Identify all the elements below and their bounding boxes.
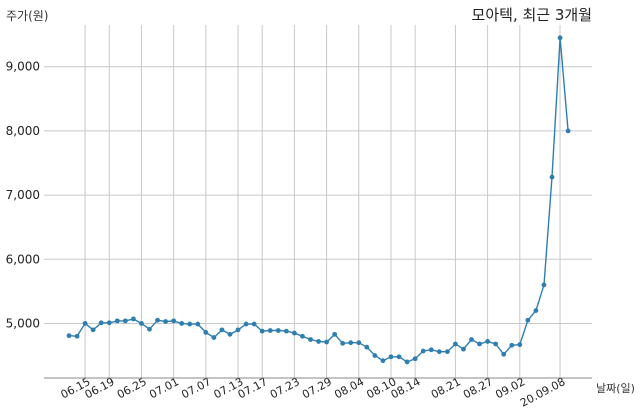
data-point: [300, 333, 305, 339]
x-tick-labels: 06.1506.1906.2507.0107.0707.1307.1707.23…: [59, 375, 568, 409]
x-tick-label: 07.01: [147, 375, 181, 401]
data-point: [501, 351, 507, 357]
data-point: [477, 341, 482, 347]
data-point: [171, 318, 177, 324]
data-point: [372, 353, 378, 358]
x-tick-label: 07.23: [268, 375, 302, 401]
data-point: [332, 331, 338, 337]
data-point: [557, 35, 563, 41]
data-point: [275, 328, 281, 333]
data-point: [509, 342, 515, 348]
y-tick-label: 9,000: [6, 60, 40, 74]
data-point: [324, 339, 329, 345]
data-point: [364, 344, 370, 350]
data-point: [404, 359, 410, 365]
y-axis-label: 주가(원): [6, 9, 49, 23]
data-point: [428, 347, 434, 353]
data-point: [139, 321, 144, 326]
data-point: [195, 321, 201, 327]
data-point: [412, 356, 418, 362]
data-point: [122, 318, 128, 324]
data-point: [267, 328, 273, 333]
data-point: [251, 321, 257, 327]
data-point: [227, 331, 233, 337]
y-tick-label: 7,000: [6, 188, 40, 202]
data-point: [348, 340, 354, 346]
data-point: [549, 174, 555, 180]
data-point: [106, 320, 112, 326]
data-point: [66, 333, 72, 339]
series-line: [68, 37, 569, 363]
y-tick-labels: 5,000 6,000 7,000 8,000 9,000: [6, 60, 40, 331]
data-point: [453, 341, 458, 347]
data-point: [292, 330, 297, 336]
x-tick-label: 06.25: [115, 375, 149, 401]
data-point: [259, 328, 265, 334]
data-point: [388, 354, 394, 360]
data-point: [211, 335, 217, 340]
data-point: [131, 316, 136, 322]
data-points: [66, 35, 571, 365]
data-point: [493, 341, 499, 347]
y-tick-label: 5,000: [6, 316, 40, 330]
data-point: [420, 348, 426, 354]
grid-lines: [44, 25, 592, 378]
x-axis-label: 날짜(일): [596, 382, 635, 395]
data-point: [356, 340, 362, 346]
x-tick-label: 20.09.08: [518, 375, 567, 409]
data-point: [444, 349, 450, 355]
data-point: [243, 321, 249, 327]
data-point: [74, 333, 80, 339]
data-point: [485, 339, 490, 344]
data-point: [469, 337, 474, 342]
y-tick-label: 8,000: [6, 124, 40, 138]
y-tick-label: 6,000: [6, 252, 40, 266]
data-point: [565, 128, 571, 134]
x-tick-label: 07.29: [300, 375, 334, 401]
data-point: [163, 319, 169, 324]
data-point: [525, 317, 531, 323]
data-point: [203, 330, 209, 335]
x-tick-label: 07.07: [179, 375, 213, 401]
data-point: [147, 326, 152, 332]
x-tick-label: 08.27: [461, 375, 495, 401]
data-point: [179, 321, 185, 326]
data-point: [219, 327, 225, 333]
data-point: [155, 317, 160, 323]
data-point: [436, 349, 442, 355]
data-point: [283, 328, 289, 334]
data-point: [380, 358, 386, 364]
data-point: [82, 321, 88, 326]
data-point: [98, 320, 104, 326]
data-point: [114, 318, 120, 324]
data-point: [90, 327, 96, 333]
data-point: [340, 340, 346, 346]
data-point: [235, 327, 241, 333]
x-tick-label: 08.04: [332, 375, 366, 401]
x-tick-label: 08.21: [429, 375, 463, 401]
data-point: [316, 339, 321, 344]
data-point: [396, 354, 402, 360]
data-point: [187, 321, 193, 327]
chart-title: 모아텍, 최근 3개월: [471, 6, 592, 24]
data-point: [533, 308, 539, 314]
data-point: [541, 282, 547, 288]
data-point: [461, 346, 466, 352]
data-point: [308, 337, 313, 342]
data-point: [517, 342, 523, 348]
